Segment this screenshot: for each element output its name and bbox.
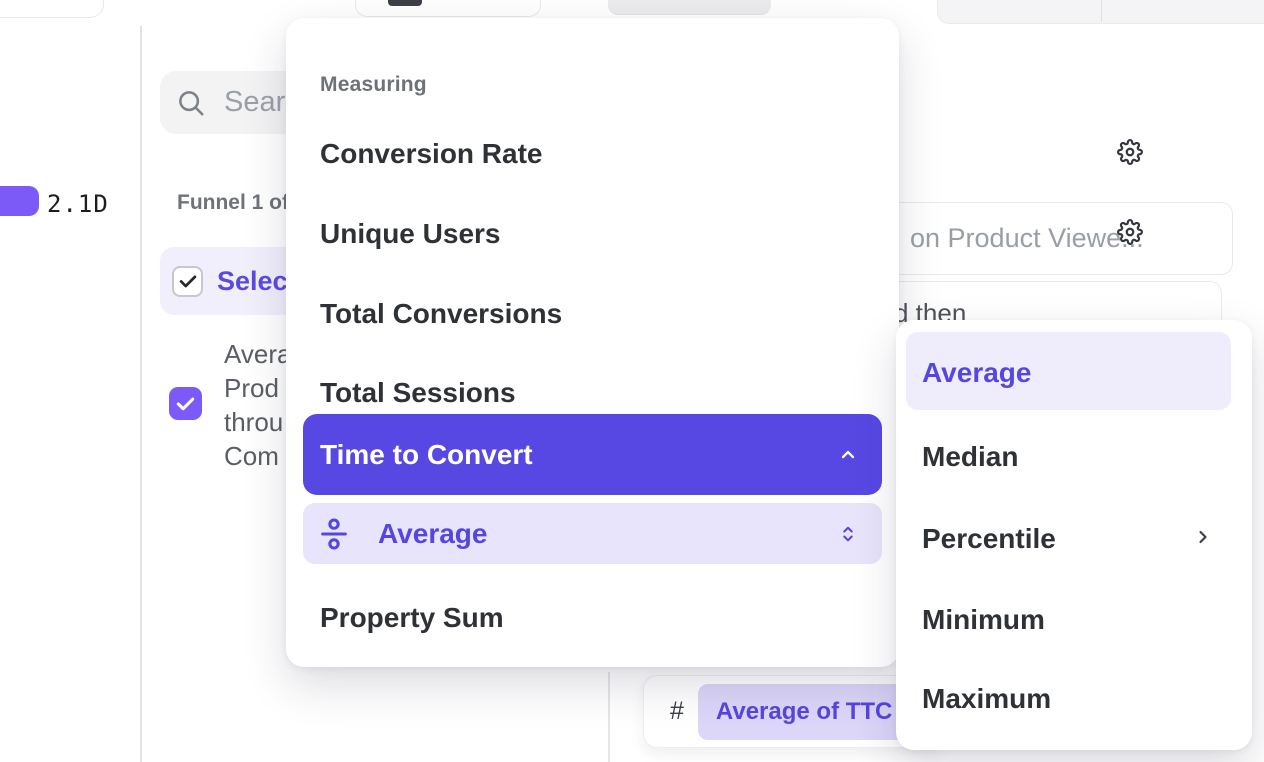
- menu-item-property-sum[interactable]: Property Sum: [320, 602, 504, 633]
- step-description-line: Avera: [224, 339, 290, 369]
- top-dark-button-fragment[interactable]: [388, 0, 422, 6]
- menu-item-conversion-rate[interactable]: Conversion Rate: [320, 138, 543, 169]
- agg-item-average[interactable]: Average: [922, 357, 1032, 388]
- step-description: Avera Prod throu Com: [224, 337, 290, 477]
- top-toolbar-box-fragment: [355, 0, 541, 17]
- chevron-up-icon: [838, 445, 858, 465]
- top-left-card-fragment: [0, 0, 104, 18]
- measuring-menu-title: Measuring: [320, 73, 427, 96]
- panel-divider: [140, 26, 142, 762]
- average-subitem-label: Average: [378, 517, 488, 549]
- event-selector-text: on Product Viewe...: [910, 223, 1144, 253]
- top-tab-fragment[interactable]: [608, 0, 771, 15]
- menu-item-total-conversions[interactable]: Total Conversions: [320, 298, 563, 329]
- top-right-button-group-fragment[interactable]: [937, 0, 1264, 24]
- numeric-type-icon: #: [670, 697, 684, 725]
- agg-item-maximum[interactable]: Maximum: [922, 683, 1052, 714]
- step-description-line: throu: [224, 407, 284, 437]
- step-checkbox[interactable]: [169, 387, 202, 420]
- agg-item-minimum[interactable]: Minimum: [922, 604, 1045, 635]
- search-input[interactable]: Sear: [160, 71, 290, 134]
- menu-item-unique-users[interactable]: Unique Users: [320, 218, 501, 249]
- chevron-right-icon: [1193, 527, 1213, 547]
- lower-panel-divider: [608, 672, 610, 762]
- unfold-chevrons-icon: [838, 524, 858, 544]
- aggregation-selected-highlight: [906, 332, 1231, 410]
- agg-item-percentile[interactable]: Percentile: [922, 523, 1056, 554]
- gear-icon[interactable]: [1117, 139, 1143, 165]
- top-right-group-divider: [1101, 0, 1102, 22]
- metric-card: # Average of TTC: [643, 675, 943, 748]
- measuring-menu: Measuring Conversion Rate Unique Users T…: [286, 18, 1151, 667]
- step-description-line: Com: [224, 441, 279, 471]
- select-all-row[interactable]: Selec: [160, 247, 290, 315]
- search-icon: [176, 88, 206, 118]
- time-to-convert-label: Time to Convert: [320, 438, 533, 470]
- menu-subitem-average-aggregation[interactable]: Average: [303, 503, 882, 564]
- step-id-label: 2.1D: [47, 190, 109, 218]
- menu-item-total-sessions[interactable]: Total Sessions: [320, 377, 516, 408]
- select-all-label: Selec: [217, 265, 288, 296]
- funnel-count-label: Funnel 1 of: [177, 191, 289, 214]
- menu-item-time-to-convert-selected[interactable]: Time to Convert: [303, 414, 882, 495]
- gear-icon[interactable]: [1117, 219, 1143, 245]
- search-placeholder: Sear: [224, 86, 286, 118]
- step-color-badge: [0, 186, 39, 216]
- metric-selector-label: Average of TTC: [715, 697, 893, 725]
- step-description-line: Prod: [224, 373, 279, 403]
- average-aggregation-icon: [318, 517, 350, 550]
- select-all-checkbox[interactable]: [172, 265, 203, 297]
- aggregation-menu: Average Median Percentile Minimum Maximu…: [896, 320, 1252, 750]
- agg-item-median[interactable]: Median: [922, 441, 1019, 472]
